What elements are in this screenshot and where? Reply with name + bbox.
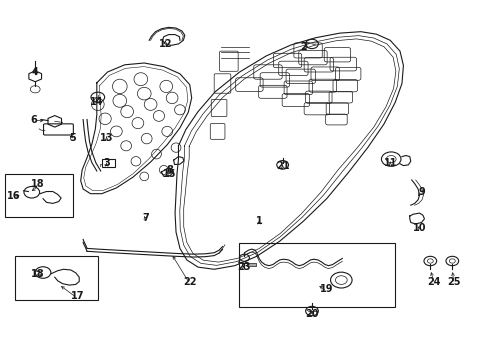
Text: 11: 11	[383, 158, 396, 168]
Text: 22: 22	[183, 276, 196, 287]
Text: 8: 8	[166, 165, 173, 175]
Text: 17: 17	[70, 291, 84, 301]
Text: 19: 19	[319, 284, 333, 294]
Text: 14: 14	[90, 96, 103, 107]
Text: 4: 4	[32, 67, 39, 77]
Text: 25: 25	[446, 276, 460, 287]
Text: 18: 18	[31, 269, 45, 279]
Text: 24: 24	[427, 276, 440, 287]
Text: 3: 3	[103, 158, 110, 168]
Text: 1: 1	[255, 216, 262, 226]
Text: 7: 7	[142, 213, 149, 223]
Text: 21: 21	[275, 161, 289, 171]
Text: 23: 23	[236, 262, 250, 272]
Text: 16: 16	[7, 191, 20, 201]
Bar	[5, 174, 73, 217]
Text: 10: 10	[412, 222, 426, 233]
Text: 15: 15	[163, 168, 177, 179]
Bar	[238, 243, 394, 307]
Text: 12: 12	[158, 39, 172, 49]
Text: 13: 13	[100, 132, 113, 143]
Text: 6: 6	[30, 114, 37, 125]
Bar	[15, 256, 98, 300]
Text: 9: 9	[417, 186, 424, 197]
Text: 2: 2	[299, 42, 306, 52]
Text: 20: 20	[305, 309, 318, 319]
Text: 5: 5	[69, 132, 76, 143]
Text: 18: 18	[31, 179, 45, 189]
Bar	[246, 263, 255, 266]
